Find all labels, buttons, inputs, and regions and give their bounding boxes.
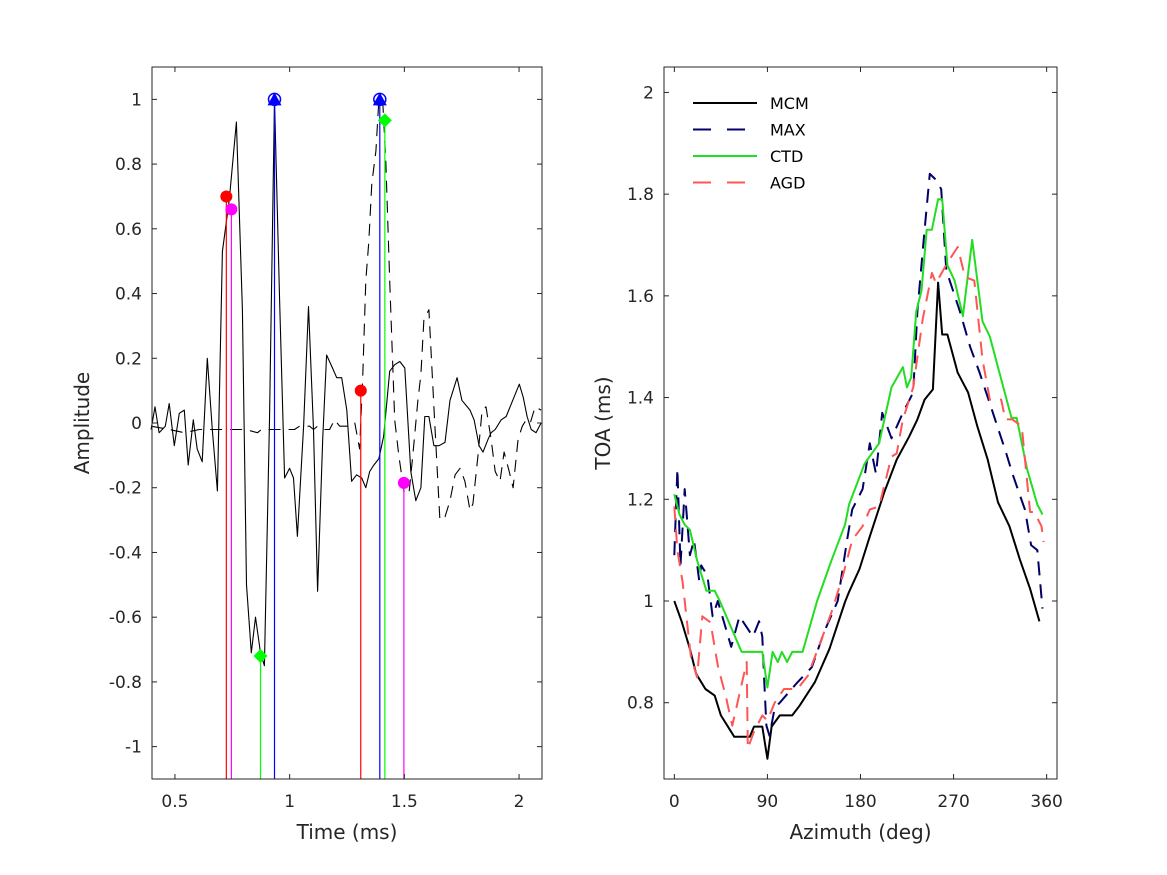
y-axis-label: TOA (ms) <box>591 376 615 470</box>
series-line-1 <box>151 98 542 521</box>
y-tick-label: 1.4 <box>627 389 654 409</box>
series-line-mcm <box>673 281 1041 760</box>
marker-point <box>253 649 268 664</box>
y-tick-label: 2 <box>643 83 654 103</box>
y-tick-label: 1 <box>131 90 142 110</box>
x-tick-label: 1.5 <box>391 792 418 812</box>
left-axes-time-amplitude: 0.5 1 1.5 2 -1 -0.8 -0.6 -0.4 -0.2 0 0.2 0.4 0.6 0.8 1… <box>70 66 543 844</box>
x-tick-label: 0 <box>669 792 680 812</box>
legend-label-mcm: MCM <box>770 94 809 113</box>
x-tick-label: 90 <box>757 792 779 812</box>
x-tick-label: 180 <box>844 792 876 812</box>
marker-point <box>377 113 392 128</box>
x-tick-label: 270 <box>937 792 969 812</box>
y-tick-label: 0.4 <box>115 285 142 305</box>
marker-point <box>354 384 367 397</box>
legend-label-ctd: CTD <box>770 147 803 166</box>
y-tick-label: -0.8 <box>109 673 142 693</box>
y-tick-label: 1.2 <box>627 490 654 510</box>
marker-point <box>267 92 282 106</box>
legend-label-agd: AGD <box>770 174 805 193</box>
y-tick-label: 0.8 <box>115 155 142 175</box>
x-tick-label: 2 <box>514 792 525 812</box>
y-tick-label: -1 <box>125 738 142 758</box>
y-tick-label: 1.8 <box>627 185 654 205</box>
marker-point <box>397 476 410 489</box>
y-tick-label: 0 <box>131 414 142 434</box>
x-axis-label: Time (ms) <box>296 820 398 844</box>
axes-box <box>151 66 543 780</box>
y-tick-label: -0.6 <box>109 608 142 628</box>
y-tick-label: -0.4 <box>109 543 142 563</box>
y-axis-label: Amplitude <box>70 372 94 475</box>
axes-box <box>663 66 1058 780</box>
x-axis-label: Azimuth (deg) <box>789 820 931 844</box>
y-tick-label: 0.2 <box>115 349 142 369</box>
y-tick-label: -0.2 <box>109 479 142 499</box>
series-line-max <box>673 172 1044 737</box>
y-tick-label: 0.8 <box>627 694 654 714</box>
y-tick-label: 0.6 <box>115 220 142 240</box>
marker-point <box>220 190 233 203</box>
marker-point <box>372 92 387 106</box>
series-line-agd <box>673 246 1045 750</box>
series-line-ctd <box>673 198 1044 689</box>
x-tick-label: 0.5 <box>161 792 188 812</box>
series-line-0 <box>150 98 542 667</box>
right-axes-azimuth-toa: 0 90 180 270 360 0.8 1 1.2 1.4 1.6 1.8 2 Azimuth (de… <box>591 66 1063 844</box>
x-tick-label: 360 <box>1030 792 1062 812</box>
legend-label-max: MAX <box>770 121 806 140</box>
legend: MCM MAX CTD AGD <box>693 94 809 193</box>
marker-point <box>225 203 238 216</box>
x-tick-label: 1 <box>284 792 295 812</box>
y-tick-label: 1.6 <box>627 287 654 307</box>
y-tick-label: 1 <box>643 592 654 612</box>
